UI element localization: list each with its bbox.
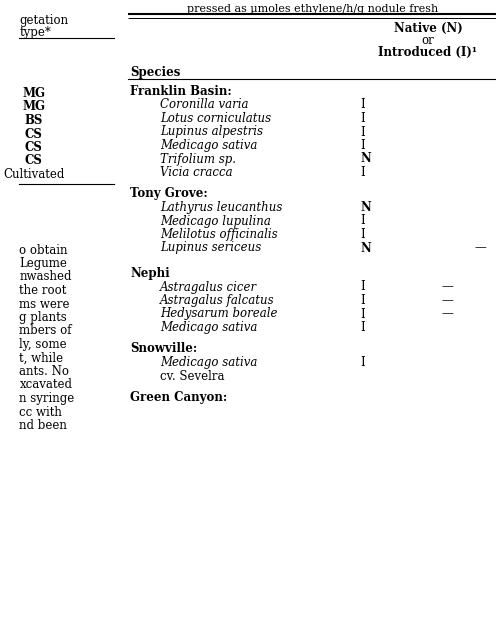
Text: or: or — [422, 34, 434, 47]
Text: xcavated: xcavated — [19, 379, 72, 391]
Text: N: N — [360, 153, 371, 166]
Text: —: — — [442, 307, 454, 320]
Text: n syringe: n syringe — [19, 392, 75, 405]
Text: Lupinus sericeus: Lupinus sericeus — [160, 242, 261, 255]
Text: I: I — [360, 112, 365, 125]
Text: I: I — [360, 139, 365, 152]
Text: I: I — [360, 356, 365, 369]
Text: Franklin Basin:: Franklin Basin: — [130, 85, 232, 98]
Text: type*: type* — [19, 26, 51, 39]
Text: t, while: t, while — [19, 351, 63, 365]
Text: cv. Sevelra: cv. Sevelra — [160, 369, 225, 383]
Text: N: N — [360, 242, 371, 255]
Text: CS: CS — [25, 127, 43, 140]
Text: Coronilla varia: Coronilla varia — [160, 99, 249, 112]
Text: BS: BS — [25, 114, 43, 127]
Text: ants. No: ants. No — [19, 365, 69, 378]
Text: I: I — [360, 294, 365, 307]
Text: the root: the root — [19, 284, 67, 297]
Text: ms were: ms were — [19, 297, 70, 310]
Text: cc with: cc with — [19, 406, 62, 419]
Text: Medicago sativa: Medicago sativa — [160, 356, 257, 369]
Text: Cultivated: Cultivated — [3, 168, 64, 181]
Text: Lupinus alpestris: Lupinus alpestris — [160, 125, 263, 138]
Text: Medicago sativa: Medicago sativa — [160, 139, 257, 152]
Text: Green Canyon:: Green Canyon: — [130, 391, 228, 404]
Text: I: I — [360, 307, 365, 320]
Text: I: I — [360, 321, 365, 334]
Text: g plants: g plants — [19, 311, 67, 324]
Text: I: I — [360, 281, 365, 294]
Text: Hedysarum boreale: Hedysarum boreale — [160, 307, 278, 320]
Text: Tony Grove:: Tony Grove: — [130, 188, 208, 201]
Text: Medicago lupulina: Medicago lupulina — [160, 214, 271, 227]
Text: —: — — [442, 281, 454, 294]
Text: Trifolium sp.: Trifolium sp. — [160, 153, 236, 166]
Text: I: I — [360, 166, 365, 179]
Text: I: I — [360, 214, 365, 227]
Text: ly, some: ly, some — [19, 338, 67, 351]
Text: pressed as μmoles ethylene/h/g nodule fresh: pressed as μmoles ethylene/h/g nodule fr… — [186, 4, 438, 14]
Text: Astragalus cicer: Astragalus cicer — [160, 281, 257, 294]
Text: getation: getation — [19, 14, 68, 27]
Text: MG: MG — [22, 101, 46, 114]
Text: nd been: nd been — [19, 419, 67, 432]
Text: MG: MG — [22, 87, 46, 100]
Text: Species: Species — [130, 66, 181, 79]
Text: —: — — [442, 294, 454, 307]
Text: Lotus corniculatus: Lotus corniculatus — [160, 112, 271, 125]
Text: CS: CS — [25, 155, 43, 168]
Text: Legume: Legume — [19, 257, 67, 270]
Text: Lathyrus leucanthus: Lathyrus leucanthus — [160, 201, 283, 214]
Text: Medicago sativa: Medicago sativa — [160, 321, 257, 334]
Text: Nephi: Nephi — [130, 267, 170, 280]
Text: mbers of: mbers of — [19, 325, 72, 337]
Text: I: I — [360, 228, 365, 241]
Text: Melilotus officinalis: Melilotus officinalis — [160, 228, 278, 241]
Text: Astragalus falcatus: Astragalus falcatus — [160, 294, 275, 307]
Text: CS: CS — [25, 141, 43, 154]
Text: Native (N): Native (N) — [394, 22, 462, 35]
Text: —: — — [475, 242, 487, 255]
Text: Vicia cracca: Vicia cracca — [160, 166, 233, 179]
Text: N: N — [360, 201, 371, 214]
Text: o obtain: o obtain — [19, 243, 68, 256]
Text: Snowville:: Snowville: — [130, 343, 197, 355]
Text: I: I — [360, 125, 365, 138]
Text: Introduced (I)¹: Introduced (I)¹ — [378, 46, 478, 59]
Text: I: I — [360, 99, 365, 112]
Text: nwashed: nwashed — [19, 271, 72, 284]
